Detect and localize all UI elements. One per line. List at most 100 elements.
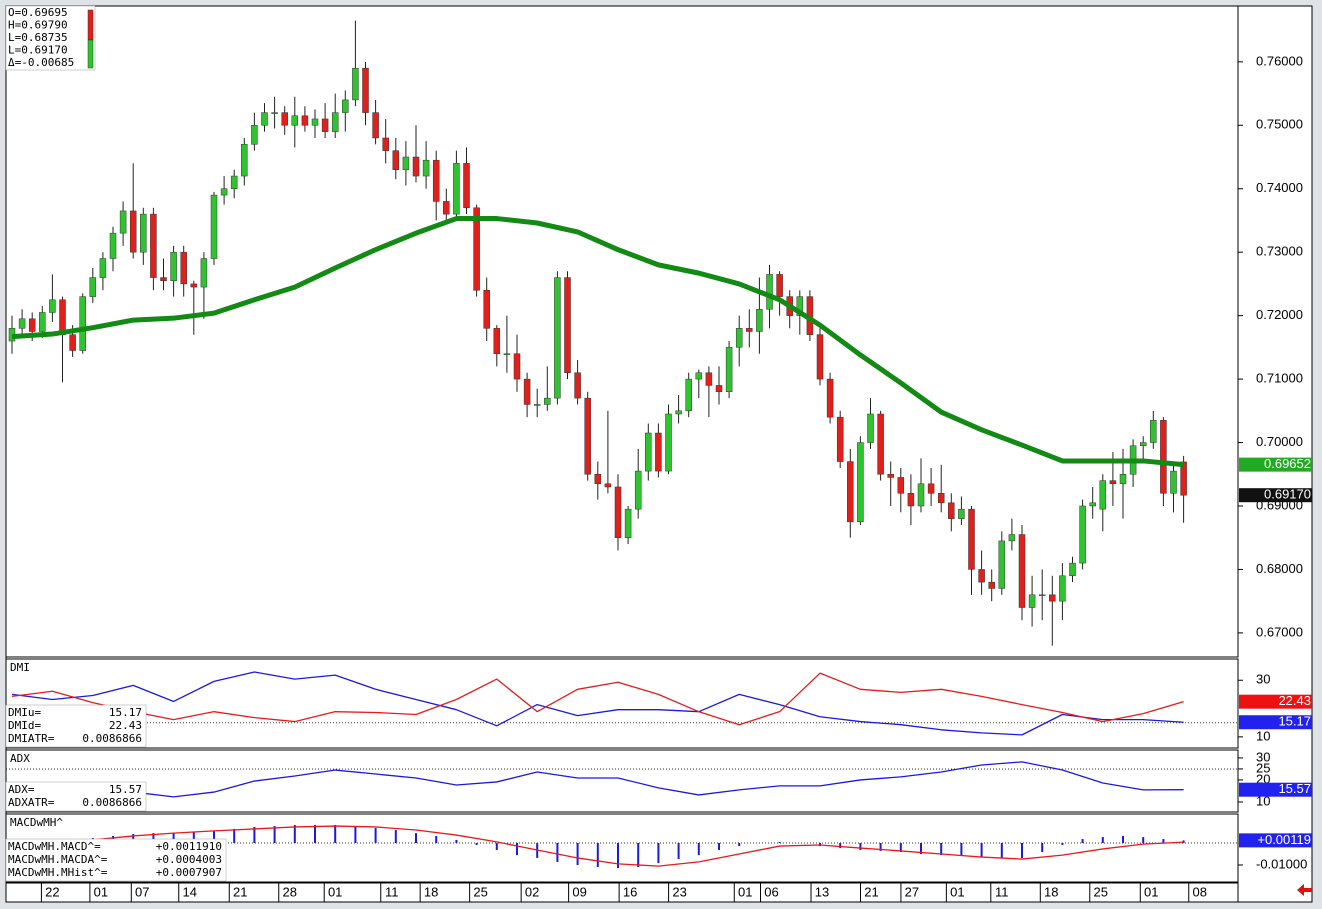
candle-body (735, 328, 743, 348)
x-tick-label: 23 (672, 884, 686, 899)
x-tick-label: 07 (135, 884, 149, 899)
ohlc-icon-up (87, 9, 94, 41)
candle-body (756, 309, 763, 332)
histogram-bar (859, 842, 862, 851)
histogram-bar (657, 842, 660, 864)
price-badge-label: 15.57 (1278, 781, 1311, 796)
candle-body (372, 112, 379, 139)
candle-body (564, 277, 571, 373)
histogram-bar (415, 833, 417, 843)
candle-body (695, 372, 703, 380)
candle-body (836, 416, 844, 462)
candle-body (533, 404, 541, 406)
candle-body (230, 175, 238, 189)
candle-body (352, 67, 359, 101)
ohlc-readout: L=0.68735 (8, 31, 68, 44)
candle-body (453, 163, 460, 215)
y-tick-label: 0.68000 (1256, 561, 1303, 576)
histogram-bar (394, 830, 397, 843)
x-tick-label: 18 (424, 884, 438, 899)
legend-label: MACDwMH.MACDA^= (8, 853, 108, 866)
candle-body (1079, 505, 1086, 564)
x-tick-label: 01 (738, 884, 752, 899)
candle-body (1059, 575, 1066, 602)
x-tick-label: 01 (950, 884, 964, 899)
candle-body (655, 432, 662, 472)
candle-body (362, 67, 369, 113)
candle-body (1089, 502, 1096, 507)
candle-body (513, 353, 521, 380)
legend-label: ADX= (8, 783, 35, 796)
legend-label: ADXATR= (8, 796, 55, 809)
legend-label: MACDwMH.MACD^= (8, 840, 101, 853)
candle-body (473, 207, 480, 291)
histogram-bar (920, 842, 922, 854)
candle-body (109, 232, 117, 259)
indicator-line (11, 671, 1184, 736)
candle-body (49, 299, 56, 313)
candle-body (503, 353, 511, 355)
histogram-bar (475, 842, 478, 845)
histogram-bar (677, 842, 680, 860)
candle-body (937, 493, 945, 504)
legend-value: 0.0086866 (82, 732, 142, 745)
histogram-bar (253, 826, 256, 843)
legend-label: MACDwMH.MHist^= (8, 866, 108, 879)
x-tick-label: 11 (995, 884, 1009, 899)
candle-body (89, 277, 97, 297)
y-tick-label: 30 (1256, 749, 1270, 764)
candle-body (331, 112, 339, 132)
histogram-bar (435, 835, 438, 843)
candle-body (1150, 420, 1157, 443)
candle-body (766, 274, 773, 310)
panel-title: DMI (10, 661, 30, 674)
panel-title: ADX (10, 752, 30, 765)
ohlc-readout: O=0.69695 (8, 6, 68, 19)
candle-body (150, 213, 157, 278)
price-badge-label: 22.43 (1278, 693, 1311, 708)
candle-body (857, 442, 864, 523)
histogram-bar (1081, 839, 1084, 843)
histogram-bar (879, 842, 882, 851)
candle-body (1069, 562, 1076, 577)
candle-body (170, 251, 177, 281)
histogram-bar (192, 831, 195, 843)
x-tick-label: 22 (45, 884, 59, 899)
histogram-bar (1061, 842, 1064, 845)
x-tick-label: 14 (183, 884, 197, 899)
price-badge-label: 0.69652 (1264, 456, 1311, 471)
candle-body (311, 118, 319, 126)
price-badge (1239, 782, 1312, 797)
x-tick-label: 08 (1193, 884, 1207, 899)
histogram-bar (233, 828, 236, 843)
candle-body (291, 115, 299, 126)
y-tick-label: 0.67000 (1256, 624, 1303, 639)
legend-label: DMIu= (8, 706, 41, 719)
candle-body (160, 277, 167, 281)
histogram-bar (354, 826, 357, 843)
candle-body (69, 334, 76, 351)
histogram-bar (1000, 842, 1003, 858)
candle-body (705, 372, 713, 386)
candle-body (877, 413, 884, 475)
y-tick-label: 10 (1256, 793, 1270, 808)
y-tick-label: 0.75000 (1256, 117, 1303, 132)
x-tick-label: 09 (572, 884, 586, 899)
price-badge (1239, 457, 1312, 472)
histogram-bar (334, 824, 337, 843)
candle-body (1160, 420, 1167, 494)
moving-average (11, 216, 1184, 468)
legend-box (5, 838, 227, 882)
histogram-bar (152, 833, 155, 843)
legend-value: +0.0007907 (156, 866, 222, 879)
y-tick-label: 0.76000 (1256, 53, 1303, 68)
y-tick-label: 0.72000 (1256, 307, 1303, 322)
scroll-arrow[interactable] (1297, 884, 1312, 896)
y-tick-label: 0.71000 (1256, 371, 1303, 386)
candle-body (1109, 480, 1117, 485)
panel (5, 749, 1239, 813)
candle-body (796, 296, 804, 316)
candle-body (200, 258, 208, 288)
price-badge (1239, 715, 1312, 730)
y-tick-label: 10 (1256, 728, 1270, 743)
